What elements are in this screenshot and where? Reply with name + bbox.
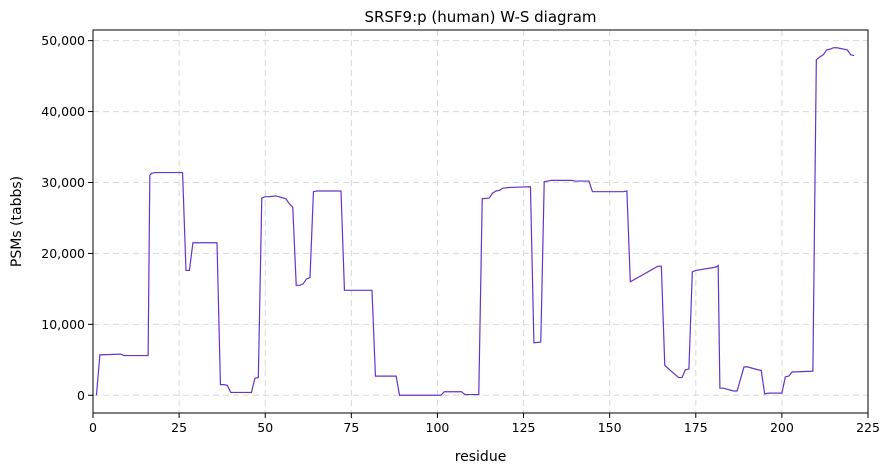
y-tick-label: 20,000 — [41, 246, 85, 261]
y-tick-label: 30,000 — [41, 175, 85, 190]
x-tick-label: 50 — [257, 420, 273, 435]
x-tick-label: 75 — [343, 420, 359, 435]
y-tick-label: 0 — [77, 388, 85, 403]
x-axis-ticks: 0 25 50 75 100 125 150 175 200 225 — [89, 413, 880, 435]
y-axis-label: PSMs (tabbs) — [9, 176, 25, 267]
x-tick-label: 0 — [89, 420, 97, 435]
x-tick-label: 125 — [512, 420, 536, 435]
x-tick-label: 200 — [770, 420, 794, 435]
plot-frame — [92, 29, 869, 414]
y-axis-ticks: 0 10,000 20,000 30,000 40,000 50,000 — [41, 33, 93, 403]
y-tick-label: 40,000 — [41, 104, 85, 119]
x-tick-label: 225 — [856, 420, 880, 435]
x-tick-label: 25 — [171, 420, 187, 435]
series-line — [95, 47, 855, 396]
y-tick-label: 10,000 — [41, 317, 85, 332]
y-tick-label: 50,000 — [41, 33, 85, 48]
x-tick-label: 175 — [684, 420, 708, 435]
x-tick-label: 150 — [598, 420, 622, 435]
x-tick-label: 100 — [426, 420, 450, 435]
grid — [93, 30, 868, 413]
x-axis-label: residue — [455, 449, 507, 465]
chart-title: SRSF9:p (human) W-S diagram — [364, 8, 596, 26]
